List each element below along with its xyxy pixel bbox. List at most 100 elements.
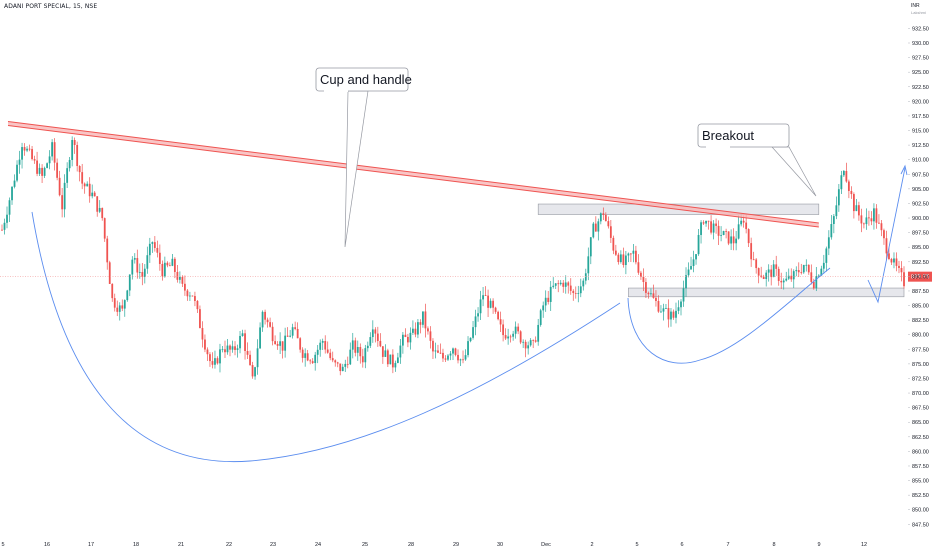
candle-body — [832, 216, 835, 225]
candle-body — [326, 349, 329, 353]
y-tick-label: 865.00 — [912, 420, 929, 426]
candle-body — [336, 362, 339, 364]
candle-body — [46, 163, 48, 168]
candle-body — [414, 328, 417, 335]
candle-body — [522, 341, 525, 343]
candle-body — [81, 172, 84, 184]
candle-body — [792, 271, 795, 280]
candle-body — [780, 280, 783, 283]
candle-body — [196, 300, 199, 310]
candle-body — [379, 340, 382, 347]
candle-body — [73, 140, 76, 145]
candle-body — [231, 346, 234, 350]
y-tick-label: 932.50 — [912, 26, 929, 32]
candle-body — [777, 268, 780, 281]
candle-body — [499, 319, 502, 325]
candle-body — [422, 311, 424, 325]
candle-body — [91, 192, 94, 197]
candle-body — [820, 268, 823, 276]
y-tick-label: 872.50 — [912, 376, 929, 382]
candle-body — [574, 293, 577, 294]
y-tick-label: 887.50 — [912, 289, 929, 295]
candle-body — [274, 341, 277, 345]
candle-body — [527, 345, 530, 349]
candle-body — [146, 255, 149, 269]
candle-body — [11, 186, 13, 201]
y-tick-label: 857.50 — [912, 464, 929, 470]
candle-body — [609, 226, 612, 238]
candle-body — [805, 264, 808, 266]
candle-body — [153, 242, 156, 248]
candle-body — [705, 220, 707, 224]
candle-body — [63, 182, 66, 210]
candle-body — [504, 335, 507, 339]
candle-body — [8, 200, 11, 215]
candle-body — [757, 268, 760, 276]
y-tick-label: 885.00 — [912, 304, 929, 310]
candle-body — [48, 156, 51, 164]
candle-body — [166, 262, 169, 266]
x-tick-label: 12 — [861, 542, 867, 548]
candle-body — [96, 196, 99, 212]
candle-body — [106, 238, 109, 263]
candle-body — [599, 213, 602, 222]
candle-body — [579, 286, 582, 294]
candle-body — [469, 337, 472, 342]
candle-body — [126, 290, 129, 301]
candle-body — [204, 339, 206, 350]
candle-body — [374, 329, 377, 334]
candle-body — [702, 222, 705, 224]
y-tick-label: 862.50 — [912, 435, 929, 441]
candle-body — [98, 207, 101, 212]
candle-body — [760, 275, 763, 277]
candle-body — [394, 362, 397, 368]
candle-body — [524, 341, 527, 349]
candle-body — [895, 258, 898, 266]
candle-body — [735, 238, 738, 244]
candle-body — [412, 328, 414, 333]
y-tick-label: 925.00 — [912, 70, 929, 76]
candle-body — [281, 341, 284, 351]
candle-body — [61, 195, 64, 210]
candle-body — [517, 326, 520, 332]
candle-body — [457, 354, 459, 361]
candle-body — [76, 144, 79, 167]
candle-body — [424, 311, 427, 329]
candle-body — [529, 340, 532, 346]
candle-body — [645, 282, 647, 293]
candle-body — [417, 322, 419, 335]
candle-body — [532, 340, 535, 341]
candle-body — [439, 352, 442, 354]
x-tick-label: 28 — [408, 542, 414, 548]
candle-body — [158, 252, 161, 264]
candle-body — [447, 355, 449, 360]
candle-body — [429, 331, 432, 341]
candle-body — [594, 223, 597, 232]
candle-body — [131, 259, 134, 275]
candle-body — [396, 357, 399, 363]
candle-body — [176, 271, 179, 280]
candle-body — [632, 250, 635, 254]
candle-body — [88, 183, 91, 197]
candle-body — [36, 160, 38, 174]
candle-body — [577, 293, 580, 294]
candle-body — [276, 344, 279, 346]
y-tick-label: 847.50 — [912, 522, 929, 528]
y-tick-label: 910.00 — [912, 158, 929, 164]
candle-body — [903, 272, 905, 287]
candle-body — [259, 327, 261, 349]
x-tick-label: 9 — [817, 542, 820, 548]
y-tick-label: 907.50 — [912, 172, 929, 178]
candle-body — [722, 231, 725, 236]
candle-body — [78, 166, 81, 173]
candle-body — [514, 326, 517, 334]
y-tick-label: 855.00 — [912, 479, 929, 485]
candle-body — [304, 353, 307, 358]
candle-body — [432, 340, 434, 352]
candle-body — [246, 350, 249, 355]
candle-body — [775, 264, 778, 269]
candle-body — [113, 298, 116, 308]
candle-body — [569, 285, 572, 291]
candle-body — [301, 349, 304, 358]
